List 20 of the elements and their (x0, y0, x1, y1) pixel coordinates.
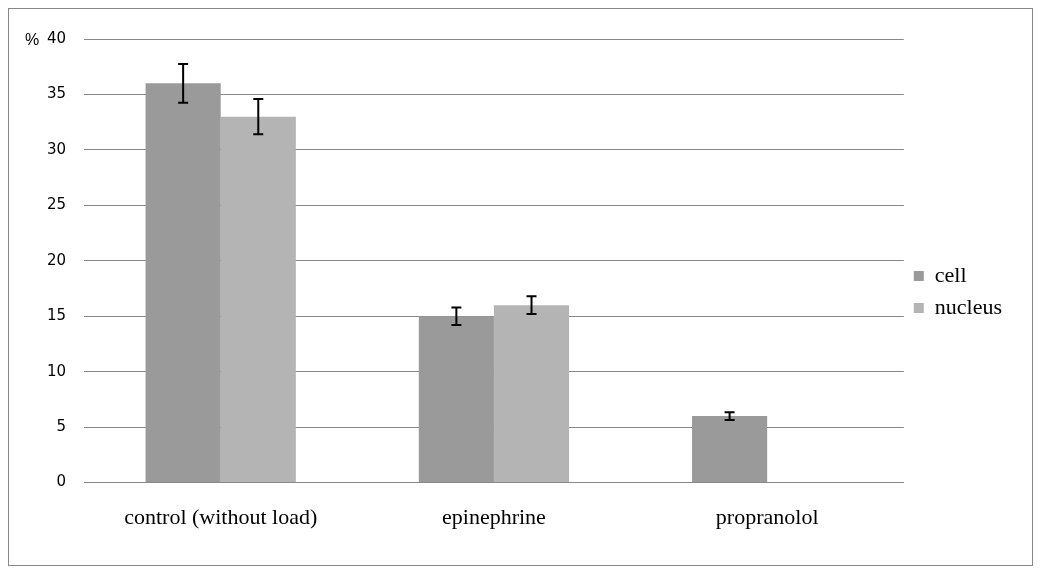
bar (692, 416, 768, 483)
y-tick-label: 40 (46, 28, 67, 47)
legend-label: cell (934, 261, 967, 287)
y-axis-title: % (25, 31, 40, 49)
y-tick-label: 10 (46, 361, 67, 380)
y-tick-label: 25 (46, 195, 67, 214)
y-tick-label: 15 (46, 306, 67, 325)
x-tick-label: control (without load) (124, 503, 318, 529)
y-tick-label: 20 (46, 250, 67, 269)
bar (493, 305, 570, 483)
y-tick-label: 30 (46, 139, 67, 158)
y-tick-label: 5 (56, 417, 67, 436)
x-tick-label: epinephrine (442, 503, 546, 529)
bar (418, 316, 494, 483)
y-tick-label: 0 (56, 472, 67, 491)
bar (220, 116, 296, 483)
x-tick-label: propranolol (715, 503, 819, 529)
bar (145, 83, 221, 483)
y-tick-label: 35 (46, 84, 67, 103)
legend-label: nucleus (934, 293, 1002, 319)
